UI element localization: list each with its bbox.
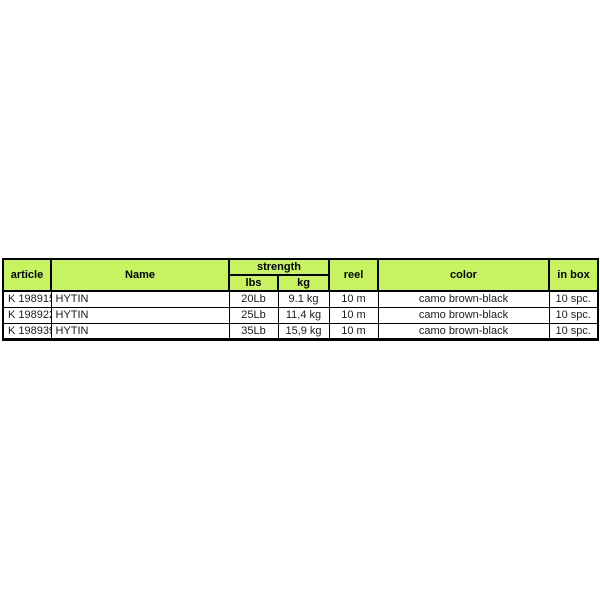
cell-color: camo brown-black [377, 306, 550, 324]
cell-name: HYTIN [50, 290, 230, 308]
table-body: K 198915 HYTIN 20Lb 9.1 kg 10 m camo bro… [2, 290, 599, 340]
column-header-kg: kg [277, 274, 330, 292]
cell-article: K 198922 [2, 306, 52, 324]
table-row: K 198939 HYTIN 35Lb 15,9 kg 10 m camo br… [2, 322, 599, 340]
column-header-color: color [377, 258, 550, 292]
cell-kg: 15,9 kg [277, 322, 330, 340]
cell-in-box: 10 spc. [548, 290, 599, 308]
table-header: article Name strength reel color in box … [2, 258, 599, 292]
cell-lbs: 25Lb [228, 306, 279, 324]
cell-reel: 10 m [328, 290, 379, 308]
column-header-lbs: lbs [228, 274, 279, 292]
cell-name: HYTIN [50, 306, 230, 324]
cell-name: HYTIN [50, 322, 230, 340]
column-header-strength: strength [228, 258, 330, 276]
column-header-reel: reel [328, 258, 379, 292]
column-header-name: Name [50, 258, 230, 292]
table-row: K 198922 HYTIN 25Lb 11,4 kg 10 m camo br… [2, 306, 599, 324]
table-row: K 198915 HYTIN 20Lb 9.1 kg 10 m camo bro… [2, 290, 599, 308]
cell-color: camo brown-black [377, 290, 550, 308]
cell-reel: 10 m [328, 306, 379, 324]
cell-in-box: 10 spc. [548, 306, 599, 324]
cell-in-box: 10 spc. [548, 322, 599, 340]
cell-article: K 198915 [2, 290, 52, 308]
cell-kg: 9.1 kg [277, 290, 330, 308]
cell-article: K 198939 [2, 322, 52, 340]
column-header-in-box: in box [548, 258, 599, 292]
column-header-article: article [2, 258, 52, 292]
cell-reel: 10 m [328, 322, 379, 340]
cell-color: camo brown-black [377, 322, 550, 340]
header-row-1: article Name strength reel color in box [2, 258, 599, 292]
cell-lbs: 20Lb [228, 290, 279, 308]
header-row-2: lbs kg [3, 274, 598, 292]
product-table: article Name strength reel color in box … [2, 258, 599, 341]
cell-kg: 11,4 kg [277, 306, 330, 324]
cell-lbs: 35Lb [228, 322, 279, 340]
